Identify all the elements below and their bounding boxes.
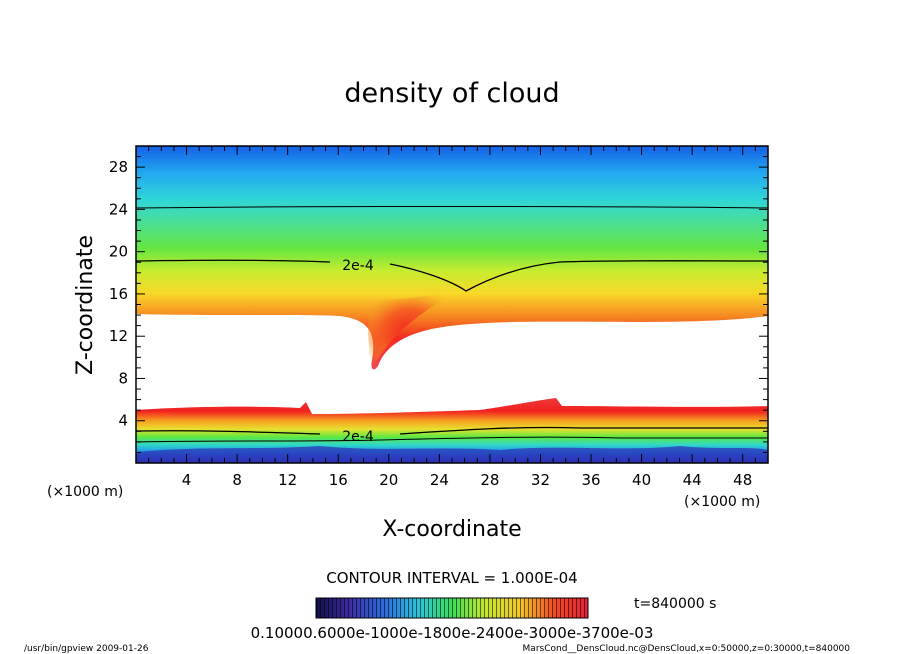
y-tick-label: 12: [109, 327, 128, 345]
colorbar-frame: [315, 597, 589, 619]
contours: [136, 206, 768, 443]
x-tick-label: 12: [278, 471, 297, 489]
x-tick-label: 8: [232, 471, 242, 489]
y-axis-label: Z-coordinate: [73, 235, 98, 375]
contour-interval: CONTOUR INTERVAL = 1.000E-04: [326, 569, 577, 587]
plume: [368, 290, 462, 366]
x-unit-left: (×1000 m): [47, 484, 123, 500]
contour-label-upper: 2e-4: [342, 258, 374, 274]
x-tick-label: 36: [581, 471, 600, 489]
y-tick-label: 8: [118, 369, 128, 387]
colorbar-labels: 0.10000.6000e-1000e-1800e-2400e-3000e-37…: [251, 624, 654, 642]
footer-right: MarsCond__DensCloud.nc@DensCloud,x=0:500…: [523, 644, 851, 654]
contour-lower-2e-4: [136, 426, 768, 435]
x-tick-label: 32: [531, 471, 550, 489]
contour-upper-24: [136, 206, 768, 209]
time-label: t=840000 s: [634, 596, 716, 612]
y-tick-label: 28: [109, 158, 128, 176]
x-axis-label: X-coordinate: [382, 517, 521, 542]
x-tick-label: 28: [480, 471, 499, 489]
x-tick-label: 16: [329, 471, 348, 489]
contour-lower-2: [136, 436, 768, 443]
y-axis-ticks: 4 8 12 16 20 24 28: [109, 156, 768, 453]
contour-upper-2e-4: [136, 259, 768, 292]
x-tick-label: 20: [379, 471, 398, 489]
x-tick-label: 44: [683, 471, 702, 489]
upper-cloud-field: [136, 146, 768, 370]
x-tick-label: 40: [632, 471, 651, 489]
contour-label-lower: 2e-4: [342, 429, 374, 445]
chart-title: density of cloud: [344, 78, 559, 109]
x-tick-label: 48: [733, 471, 752, 489]
y-tick-label: 24: [109, 200, 128, 218]
x-axis-ticks: 4 8 12 16 20 24 28 32 36 40 44 48: [148, 146, 756, 489]
y-tick-label: 16: [109, 285, 128, 303]
x-tick-label: 24: [430, 471, 449, 489]
x-unit-right: (×1000 m): [684, 494, 760, 510]
y-tick-label: 20: [109, 243, 128, 261]
footer-left: /usr/bin/gpview 2009-01-26: [24, 644, 149, 654]
colorbar-stripes: [316, 598, 588, 618]
x-tick-label: 4: [182, 471, 192, 489]
y-tick-label: 4: [118, 412, 128, 430]
plot-area: [136, 146, 768, 463]
